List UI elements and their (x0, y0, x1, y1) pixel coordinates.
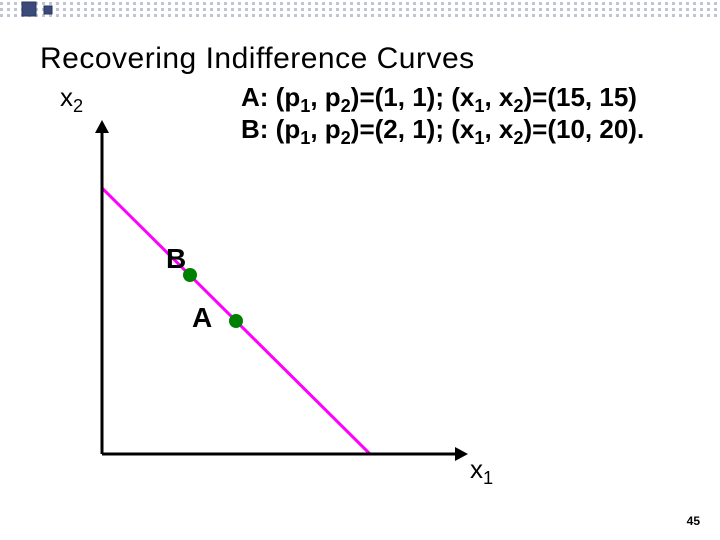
x-axis-arrow (455, 447, 468, 461)
x-axis-label: x1 (470, 454, 493, 489)
page-number: 45 (687, 514, 700, 528)
point-a-label: A (192, 302, 212, 334)
point-a-marker (229, 314, 243, 328)
point-b-label: B (166, 243, 186, 275)
y-axis-arrow (95, 120, 109, 133)
chart-area (0, 0, 720, 540)
